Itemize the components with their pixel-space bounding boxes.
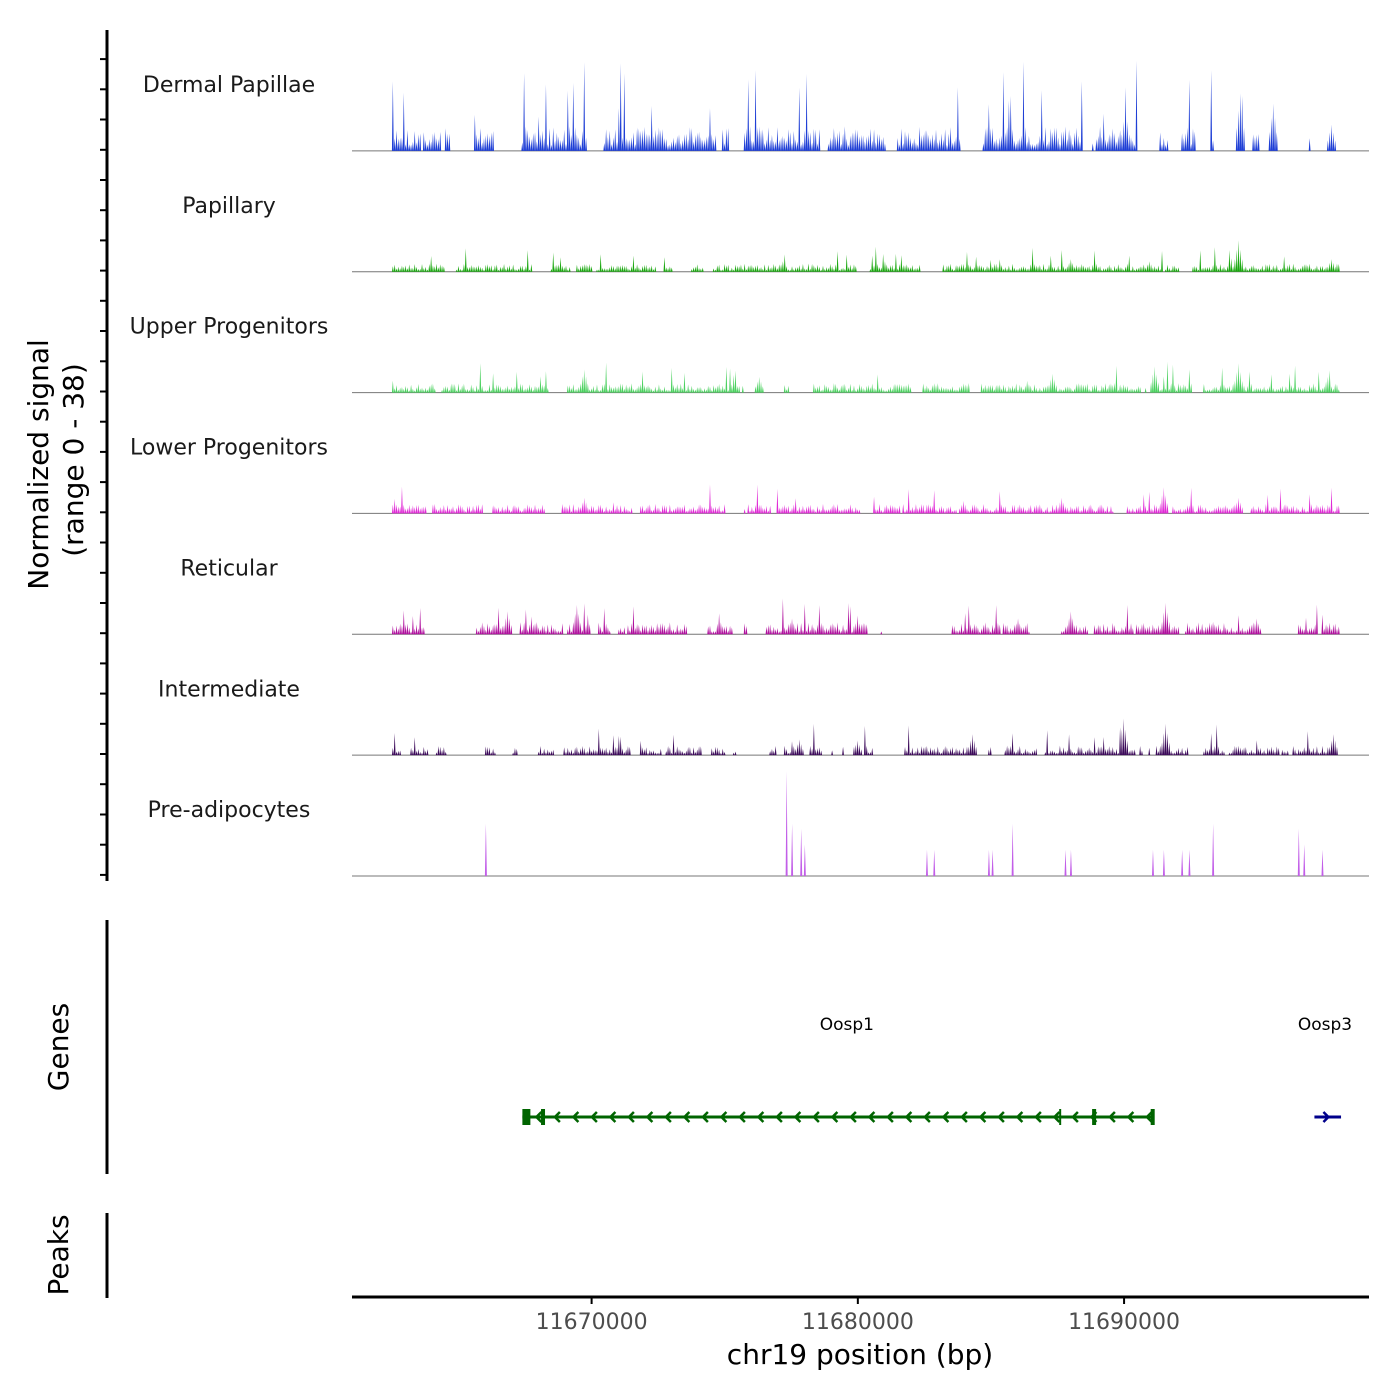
strand-arrow (627, 1111, 635, 1123)
strand-arrow (1145, 1111, 1153, 1123)
strand-arrow (1071, 1111, 1079, 1123)
strand-arrow (793, 1111, 802, 1123)
strand-arrow (904, 1111, 913, 1123)
track-label: Papillary (182, 194, 276, 219)
track-label: Lower Progenitors (130, 436, 328, 461)
strand-arrow (756, 1111, 765, 1123)
y-axis-title-line2: (range 0 - 38) (57, 363, 90, 557)
coverage-tracks (352, 60, 1369, 877)
strand-arrow (1322, 1111, 1331, 1123)
strand-arrow (701, 1111, 709, 1123)
strand-arrow (923, 1111, 931, 1123)
strand-arrow (1034, 1111, 1042, 1123)
strand-arrow (1126, 1111, 1135, 1123)
x-tick-label: 11670000 (536, 1310, 648, 1335)
track-labels: Dermal Papillae Papillary Upper Progenitor… (130, 73, 329, 823)
coverage-signal (391, 598, 1340, 635)
strand-arrow (571, 1111, 580, 1123)
track-label: Reticular (180, 556, 278, 581)
coverage-y-axis (100, 30, 109, 881)
track-label: Intermediate (158, 677, 300, 702)
peaks-title: Peaks (42, 1214, 75, 1295)
strand-arrow (867, 1111, 876, 1123)
strand-arrow (682, 1111, 691, 1123)
track-label: Dermal Papillae (143, 73, 315, 98)
genes-title: Genes (42, 1003, 75, 1091)
gene-annotations: Oosp1 Oosp3 (522, 1015, 1352, 1125)
strand-arrow (1052, 1111, 1061, 1123)
coverage-signal (391, 718, 1338, 756)
strand-arrow (1089, 1111, 1098, 1123)
strand-arrow (775, 1111, 783, 1123)
strand-arrow (960, 1111, 968, 1123)
strand-arrow (590, 1111, 598, 1123)
y-axis-title: Normalized signal (range 0 - 38) (22, 330, 90, 589)
strand-arrow (608, 1111, 617, 1123)
strand-arrow (830, 1111, 839, 1123)
x-axis-ticks: 11670000 11680000 11690000 (536, 1297, 1180, 1335)
coverage-signal (391, 484, 1340, 514)
x-tick-label: 11690000 (1068, 1310, 1180, 1335)
strand-arrow (1108, 1111, 1116, 1123)
coverage-signal (391, 361, 1340, 393)
gene-exon (1092, 1109, 1097, 1125)
track-label: Pre-adipocytes (148, 798, 311, 823)
gene-exon (522, 1109, 531, 1125)
gene-exon (1150, 1109, 1155, 1125)
strand-arrow (664, 1111, 672, 1123)
gene-exon (541, 1109, 546, 1125)
x-axis-title: chr19 position (bp) (727, 1338, 993, 1371)
strand-arrow (645, 1111, 654, 1123)
strand-arrow (553, 1111, 561, 1123)
coverage-signal (391, 240, 1340, 272)
strand-arrow (849, 1111, 857, 1123)
strand-arrow (534, 1111, 543, 1123)
x-tick-label: 11680000 (802, 1310, 914, 1335)
strand-arrow (886, 1111, 894, 1123)
strand-arrow (812, 1111, 820, 1123)
track-label: Upper Progenitors (130, 315, 329, 340)
coverage-signal (484, 771, 1324, 876)
strand-arrow (1015, 1111, 1024, 1123)
strand-arrow (738, 1111, 746, 1123)
y-axis-title-line1: Normalized signal (22, 339, 55, 590)
strand-arrow (978, 1111, 987, 1123)
strand-arrow (997, 1111, 1005, 1123)
strand-arrow (719, 1111, 728, 1123)
gene-label: Oosp3 (1298, 1015, 1352, 1035)
strand-arrow (941, 1111, 950, 1123)
gene-label: Oosp1 (820, 1015, 874, 1035)
coverage-signal (391, 60, 1337, 151)
